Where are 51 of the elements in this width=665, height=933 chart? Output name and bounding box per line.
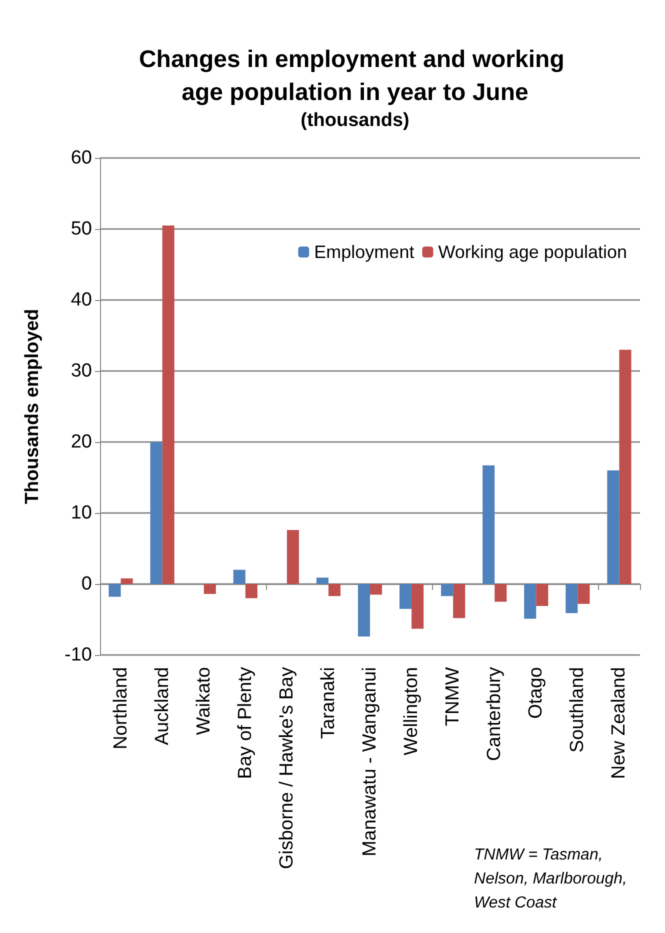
bar: [120, 578, 133, 584]
x-tick-label: Manawatu - Wanganui: [360, 667, 380, 856]
bar: [607, 470, 620, 584]
y-tick-label: 40: [70, 290, 92, 310]
bar: [233, 570, 246, 584]
bar: [412, 584, 424, 629]
y-tick-label: 60: [70, 148, 92, 168]
x-tick-label: New Zealand: [608, 667, 630, 779]
bar: [162, 225, 174, 584]
bar: [494, 584, 507, 602]
bar: [286, 530, 299, 584]
x-tick-label: TNMW: [442, 666, 464, 726]
y-tick-label: -10: [64, 644, 92, 666]
x-tick-label: Canterbury: [484, 666, 506, 761]
y-tick-label: 50: [70, 218, 92, 240]
x-tick-label: Wellington: [401, 667, 422, 756]
x-tick-label: Southland: [567, 667, 588, 753]
x-tick-label: Bay of Plenty: [234, 666, 256, 779]
bar: [108, 584, 121, 597]
bar: [524, 584, 536, 619]
x-tick-label: Taranaki: [318, 667, 339, 739]
legend-label: Employment: [314, 242, 414, 262]
bar: [399, 584, 412, 609]
legend-label: Working age population: [438, 242, 628, 262]
bar: [578, 584, 590, 604]
bar: [619, 350, 632, 584]
y-tick-label: 30: [70, 360, 92, 382]
text: TNMW = Tasman, Nelson, Marlborough, West Coast: [474, 846, 627, 912]
chart-title: Changes in employment and working age population in year to June: [138, 46, 572, 106]
x-tick-label: Gisborne / Hawke's Bay: [276, 666, 298, 870]
x-tick-label: Otago: [526, 667, 547, 719]
y-axis-title: Thousands employed: [22, 308, 43, 504]
bar: [150, 442, 162, 584]
bar: [441, 584, 454, 596]
chart-subtitle: (thousands): [300, 110, 410, 131]
bar: [536, 584, 548, 606]
y-tick-label: 0: [81, 574, 92, 594]
bar: [316, 578, 328, 584]
x-tick-label: Waikato: [193, 667, 214, 735]
bar: [370, 584, 382, 595]
y-tick-label: 10: [70, 502, 92, 524]
bar: [566, 584, 578, 614]
bar: [204, 584, 216, 594]
bar: [453, 584, 466, 618]
x-tick-label: Auckland: [152, 667, 173, 746]
x-tick-label: Northland: [110, 667, 132, 750]
bar: [328, 584, 341, 596]
bar: [482, 465, 495, 584]
bar: [358, 584, 370, 637]
y-tick-label: 20: [70, 432, 92, 452]
bar: [245, 584, 258, 598]
